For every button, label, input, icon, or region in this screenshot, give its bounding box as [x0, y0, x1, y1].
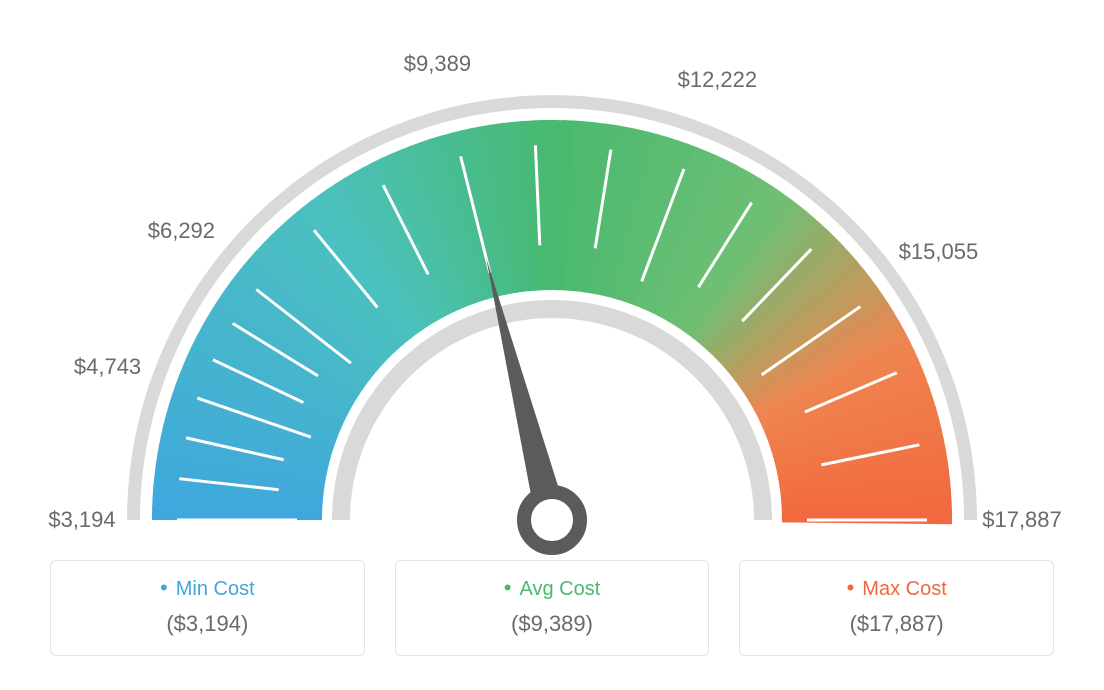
legend-value: ($3,194) [67, 611, 348, 637]
gauge-tick-label: $17,887 [982, 507, 1062, 533]
gauge-tick-label: $12,222 [678, 67, 758, 93]
legend-row: Min Cost ($3,194) Avg Cost ($9,389) Max Cost… [0, 560, 1104, 656]
legend-card: Avg Cost ($9,389) [395, 560, 710, 656]
legend-title: Min Cost [67, 575, 348, 601]
gauge-tick-label: $6,292 [148, 218, 215, 244]
legend-value: ($9,389) [412, 611, 693, 637]
gauge-tick-label: $9,389 [404, 51, 471, 77]
legend-card: Min Cost ($3,194) [50, 560, 365, 656]
gauge-tick-label: $4,743 [74, 354, 141, 380]
legend-value: ($17,887) [756, 611, 1037, 637]
legend-title: Max Cost [756, 575, 1037, 601]
legend-card: Max Cost ($17,887) [739, 560, 1054, 656]
cost-gauge: $3,194 $4,743 $6,292 $9,389 $12,222 $15,055 $1… [0, 0, 1104, 560]
gauge-tick-label: $3,194 [48, 507, 115, 533]
gauge-svg [0, 0, 1104, 560]
gauge-tick-label: $15,055 [899, 239, 979, 265]
legend-title: Avg Cost [412, 575, 693, 601]
